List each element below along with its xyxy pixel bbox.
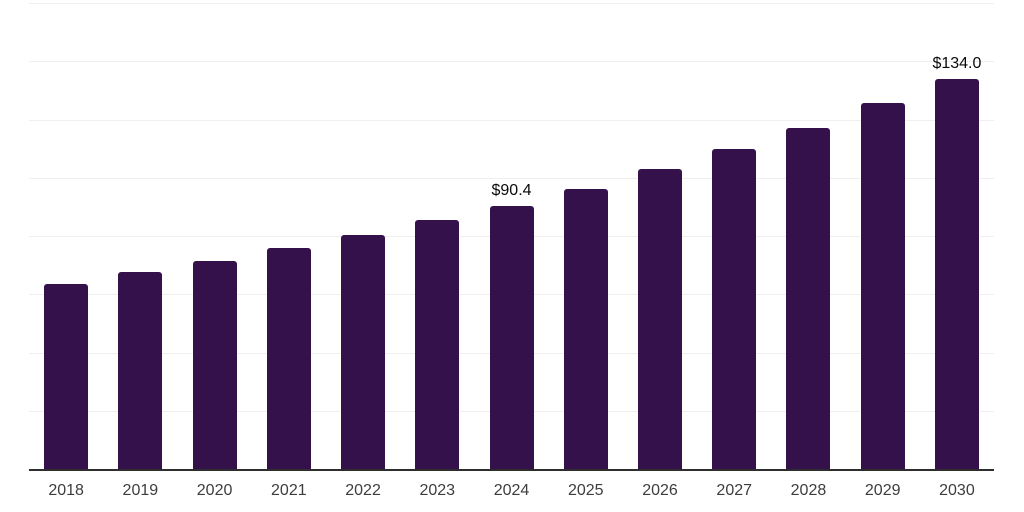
- bar-2020: [192, 260, 237, 469]
- x-axis-label-2029: 2029: [864, 482, 901, 499]
- x-axis-label-2022: 2022: [345, 482, 381, 499]
- bar-slot: [549, 3, 623, 469]
- bar-2025: [563, 188, 608, 469]
- x-axis-label-2025: 2025: [567, 482, 604, 499]
- bar-value-label-2030: $134.0: [932, 54, 982, 72]
- bar-2018: [44, 284, 89, 469]
- bar-slot: [103, 3, 177, 469]
- bar-2019: [118, 272, 163, 469]
- bar-2030: [934, 78, 979, 469]
- bar-2027: [712, 148, 757, 469]
- x-axis-label-2021: 2021: [271, 482, 307, 499]
- x-axis-label-2028: 2028: [790, 482, 827, 499]
- bar-2026: [637, 169, 682, 469]
- x-axis-label-2030: 2030: [939, 482, 975, 499]
- x-axis-label-2024: 2024: [493, 482, 530, 499]
- bar-slot: [29, 3, 103, 469]
- plot-area: $90.4 $134.0: [29, 3, 994, 471]
- bar-2023: [415, 219, 460, 469]
- x-axis-label-2018: 2018: [48, 482, 84, 499]
- bar-slot: [846, 3, 920, 469]
- bar-slot: [400, 3, 474, 469]
- bar-slot: [771, 3, 845, 469]
- bar-2024: [489, 205, 534, 469]
- bar-slot: $134.0: [920, 3, 994, 469]
- bar-slot: [252, 3, 326, 469]
- bar-2028: [786, 127, 831, 469]
- bar-2022: [341, 235, 386, 469]
- x-axis-label-2023: 2023: [419, 482, 456, 499]
- bar-2021: [266, 248, 311, 469]
- bar-slot: $90.4: [474, 3, 548, 469]
- bar-slot: [177, 3, 251, 469]
- x-axis-label-2020: 2020: [196, 482, 233, 499]
- x-axis-label-2027: 2027: [716, 482, 753, 499]
- bar-slot: [623, 3, 697, 469]
- bar-2029: [860, 103, 905, 469]
- x-axis-labels: 2018 2019 2020 2021 2022 2023 2024 2025 2026 2027…: [29, 473, 994, 505]
- bar-slot: [326, 3, 400, 469]
- bar-value-label-2024: $90.4: [491, 181, 532, 199]
- bar-slot: [697, 3, 771, 469]
- bars-container: $90.4 $134.0: [29, 3, 994, 469]
- x-axis-label-2026: 2026: [642, 482, 678, 499]
- x-axis-label-2019: 2019: [122, 482, 159, 499]
